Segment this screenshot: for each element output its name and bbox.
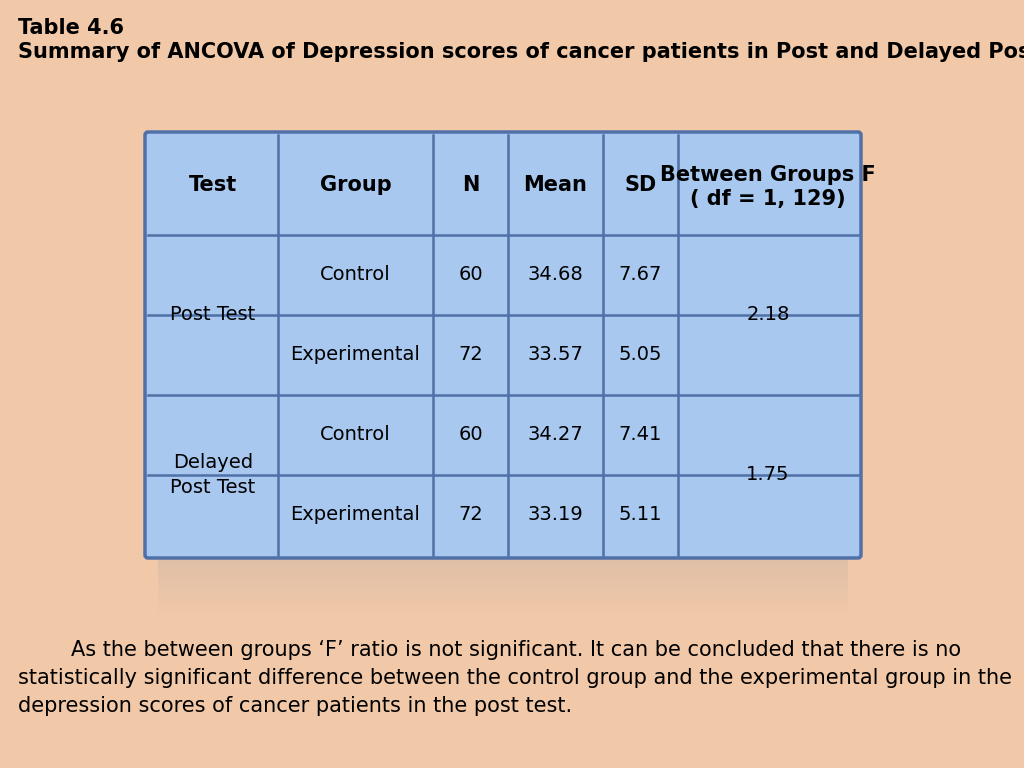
Text: Control: Control (321, 425, 391, 445)
Bar (158, 573, 848, 575)
Bar (158, 585, 848, 587)
Bar (158, 555, 848, 557)
Text: depression scores of cancer patients in the post test.: depression scores of cancer patients in … (18, 696, 572, 716)
Text: 7.67: 7.67 (618, 266, 663, 284)
Text: Mean: Mean (523, 175, 588, 195)
Bar (158, 589, 848, 591)
Text: 72: 72 (458, 346, 483, 365)
Bar (158, 599, 848, 601)
Text: Experimental: Experimental (291, 505, 421, 525)
Bar (158, 561, 848, 563)
Bar (158, 563, 848, 565)
Bar (158, 591, 848, 593)
Text: Control: Control (321, 266, 391, 284)
Text: 2.18: 2.18 (746, 306, 790, 325)
Text: Group: Group (319, 175, 391, 195)
Bar (158, 571, 848, 573)
Bar (158, 567, 848, 569)
Bar (158, 583, 848, 585)
Bar (158, 609, 848, 611)
Bar (158, 603, 848, 605)
Bar (158, 575, 848, 577)
Bar (158, 605, 848, 607)
Bar (158, 597, 848, 599)
Text: Post Test: Post Test (170, 306, 256, 325)
Bar (158, 595, 848, 597)
Text: Experimental: Experimental (291, 346, 421, 365)
Text: 5.05: 5.05 (618, 346, 663, 365)
Text: 34.27: 34.27 (527, 425, 584, 445)
Text: statistically significant difference between the control group and the experimen: statistically significant difference bet… (18, 668, 1012, 688)
Text: Table 4.6: Table 4.6 (18, 18, 124, 38)
Bar (158, 557, 848, 559)
Text: ( df = 1, 129): ( df = 1, 129) (690, 189, 846, 209)
Text: 60: 60 (458, 425, 482, 445)
Text: N: N (462, 175, 479, 195)
Text: Test: Test (188, 175, 238, 195)
Text: 33.19: 33.19 (527, 505, 584, 525)
Bar (158, 587, 848, 589)
Text: SD: SD (625, 175, 656, 195)
Bar (158, 611, 848, 613)
Text: 60: 60 (458, 266, 482, 284)
Bar (158, 577, 848, 579)
Text: 33.57: 33.57 (527, 346, 584, 365)
Text: 5.11: 5.11 (618, 505, 663, 525)
Text: 7.41: 7.41 (618, 425, 663, 445)
Bar (158, 607, 848, 609)
Bar (158, 613, 848, 615)
Bar (158, 565, 848, 567)
Text: Summary of ANCOVA of Depression scores of cancer patients in Post and Delayed Po: Summary of ANCOVA of Depression scores o… (18, 42, 1024, 62)
FancyBboxPatch shape (145, 132, 861, 558)
Bar (158, 579, 848, 581)
Bar (158, 581, 848, 583)
Text: Delayed
Post Test: Delayed Post Test (170, 453, 256, 497)
Bar (158, 601, 848, 603)
Bar (158, 569, 848, 571)
Text: As the between groups ‘F’ ratio is not significant. It can be concluded that the: As the between groups ‘F’ ratio is not s… (18, 640, 962, 660)
Text: 72: 72 (458, 505, 483, 525)
Text: 1.75: 1.75 (746, 465, 790, 485)
Bar (158, 593, 848, 595)
Text: Between Groups F: Between Groups F (660, 165, 876, 185)
Text: 34.68: 34.68 (527, 266, 584, 284)
Bar (158, 559, 848, 561)
